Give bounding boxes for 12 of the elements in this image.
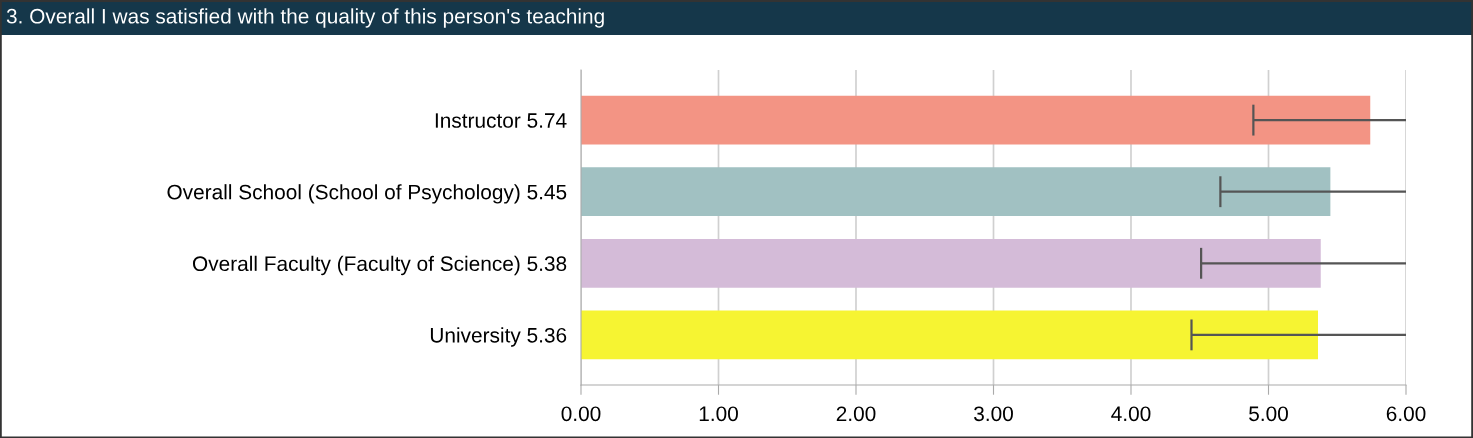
y-tick-label: Overall School (School of Psychology) 5.45 [167,184,567,204]
x-tick-label: 2.00 [836,406,876,422]
x-tick-label: 3.00 [974,406,1013,422]
y-tick-label: University 5.36 [430,327,567,347]
y-tick-label: Overall Faculty (Faculty of Science) 5.38 [192,255,567,276]
x-tick-label: 4.00 [1111,406,1151,422]
x-tick-label: 6.00 [1386,406,1426,422]
x-tick-label: 1.00 [699,406,738,422]
y-tick-label: Instructor 5.74 [435,113,567,128]
x-tick-label: 5.00 [1249,406,1288,422]
x-tick-label: 0.00 [561,406,601,422]
text: 3. Overall I was satisfied with the quality of this person's teaching [6,8,604,28]
